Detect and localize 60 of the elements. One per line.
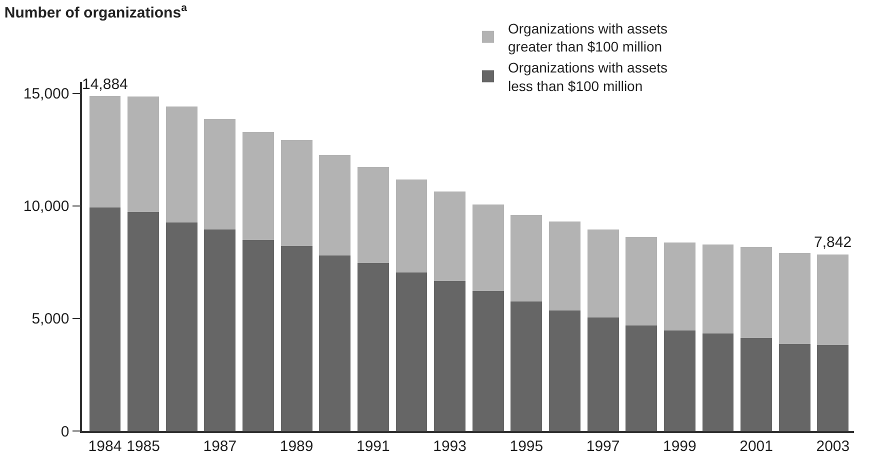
bar — [626, 325, 658, 431]
x-tick-label: 1995 — [510, 438, 544, 455]
bar — [434, 192, 466, 282]
bar — [702, 244, 734, 334]
chart-title: Number of organizations$^{a}$ — [4, 2, 188, 22]
bar — [778, 252, 810, 344]
bar — [204, 230, 236, 431]
legend-label: Organizations with assets greater than $100 million — [508, 20, 668, 54]
bar — [166, 106, 198, 222]
bar — [357, 167, 389, 264]
bar — [89, 96, 121, 208]
bar — [549, 222, 580, 310]
bar — [510, 302, 542, 431]
x-tick-label: 1987 — [203, 438, 237, 455]
bar — [587, 229, 619, 318]
bar — [319, 256, 351, 431]
bar — [280, 140, 312, 246]
x-tick-label: 1984 — [88, 438, 122, 455]
bar — [89, 207, 121, 431]
bar — [434, 281, 466, 431]
bar — [778, 344, 810, 431]
bar — [472, 204, 504, 291]
bar — [396, 179, 428, 272]
y-tick-label: 5,000 — [32, 310, 70, 328]
bar — [472, 290, 504, 431]
x-tick-label: 1999 — [662, 438, 696, 455]
bar — [626, 236, 658, 326]
bar — [510, 215, 542, 302]
bar — [740, 338, 772, 431]
x-tick-label: 1991 — [356, 438, 390, 455]
x-tick-label: 1985 — [126, 438, 160, 455]
total-label: 7,842 — [814, 234, 852, 251]
bar — [549, 310, 580, 431]
bar — [166, 222, 198, 431]
y-tick-label: 15,000 — [23, 86, 70, 103]
bar — [740, 247, 772, 338]
bar — [242, 240, 274, 431]
bar — [817, 254, 849, 346]
bar — [357, 263, 389, 431]
bar — [817, 345, 849, 431]
bar — [664, 242, 696, 331]
x-tick-label: 2003 — [816, 438, 850, 455]
x-tick-label: 1989 — [280, 438, 314, 455]
bar — [702, 334, 734, 431]
bar — [587, 318, 619, 431]
x-tick-label: 1993 — [433, 438, 466, 455]
x-tick-label: 2001 — [740, 438, 773, 455]
x-tick-label: 1997 — [586, 438, 620, 455]
bar — [204, 119, 236, 230]
bar — [280, 246, 312, 431]
bar — [319, 154, 351, 256]
legend-label: Organizations with assets less than $100 million — [508, 60, 668, 94]
bar — [242, 132, 274, 240]
y-tick-label: 10,000 — [23, 198, 70, 216]
bar — [128, 96, 160, 212]
bar — [664, 330, 696, 431]
total-label: 14,884 — [82, 76, 128, 93]
bar — [128, 212, 160, 431]
bar — [396, 272, 428, 431]
y-tick-label: 0 — [60, 423, 70, 440]
